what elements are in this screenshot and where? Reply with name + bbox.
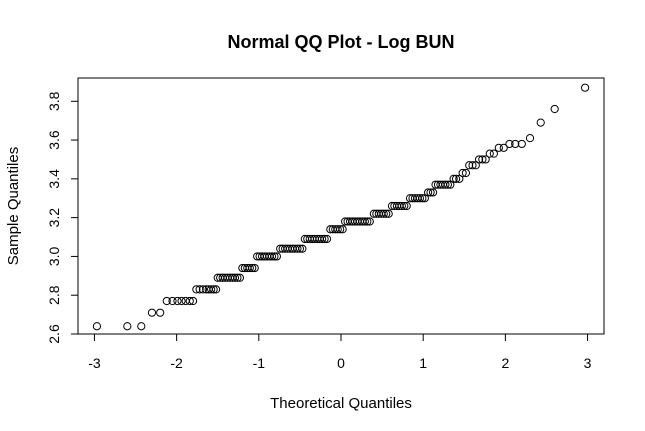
data-point [211, 285, 221, 294]
data-point [424, 188, 433, 197]
data-point [525, 134, 535, 143]
y-tick-label: 3.0 [46, 246, 62, 266]
data-point [441, 180, 450, 189]
data-point [233, 273, 242, 282]
data-point [474, 155, 484, 164]
plot-frame [77, 77, 605, 335]
data-point [485, 149, 494, 158]
data-point [499, 143, 508, 152]
data-point [468, 161, 477, 170]
data-point [207, 285, 216, 294]
data-point [481, 155, 490, 164]
data-point [365, 217, 374, 226]
data-point [489, 149, 498, 158]
data-point [536, 118, 545, 127]
data-point [338, 225, 347, 234]
data-point [400, 201, 409, 211]
x-tick-label: -1 [253, 355, 266, 371]
x-tick-label: 0 [337, 355, 345, 371]
data-point [336, 225, 345, 234]
data-point [137, 322, 146, 331]
data-point [426, 188, 435, 197]
data-point [418, 194, 427, 203]
data-point [384, 209, 393, 218]
data-point [322, 234, 332, 244]
data-point [270, 252, 279, 261]
data-point [235, 273, 245, 282]
data-point [511, 139, 520, 149]
data-point [267, 252, 277, 261]
data-point [550, 104, 559, 114]
data-point [363, 217, 372, 226]
data-point [397, 201, 406, 211]
x-tick-label: -3 [88, 355, 101, 371]
data-point [580, 83, 590, 92]
data-point [162, 296, 171, 306]
x-axis-label: Theoretical Quantiles [270, 395, 412, 412]
x-axis: -3 -2 -1 0 1 2 3 [88, 333, 592, 371]
data-point [449, 174, 458, 183]
data-point [478, 155, 487, 164]
data-point [250, 263, 259, 273]
data-point [168, 296, 177, 306]
data-point [298, 244, 307, 253]
data-point [230, 273, 240, 282]
data-point [517, 139, 526, 149]
data-point [245, 263, 254, 273]
data-point [465, 161, 474, 170]
data-point [320, 234, 329, 244]
y-tick-label: 3.4 [46, 169, 62, 189]
chart-title: Normal QQ Plot - Log BUN [228, 32, 455, 52]
y-tick-label: 2.6 [46, 324, 62, 344]
y-tick-label: 3.6 [46, 130, 62, 150]
x-tick-label: 3 [584, 355, 592, 371]
data-point [317, 234, 327, 244]
data-point [177, 296, 186, 306]
data-point [293, 244, 302, 253]
data-point [295, 244, 305, 253]
data-point [181, 296, 190, 306]
data-point [461, 168, 471, 178]
y-axis: 2.6 2.8 3.0 3.2 3.4 3.6 3.8 [46, 91, 79, 344]
data-point [333, 225, 342, 234]
data-point [185, 296, 194, 306]
data-point [248, 263, 257, 273]
data-point [443, 180, 452, 189]
data-point [156, 308, 165, 317]
data-point [92, 322, 102, 331]
data-point [379, 209, 388, 218]
y-tick-label: 3.2 [46, 208, 62, 228]
data-point [451, 174, 461, 183]
data-point [382, 209, 391, 218]
data-points [92, 83, 590, 331]
data-point [198, 285, 208, 294]
x-tick-label: 1 [419, 355, 427, 371]
data-point [402, 201, 411, 211]
data-point [458, 168, 467, 178]
y-tick-label: 2.8 [46, 285, 62, 305]
data-point [195, 285, 204, 294]
x-tick-label: 2 [501, 355, 509, 371]
data-point [123, 322, 132, 331]
data-point [505, 139, 514, 149]
y-tick-label: 3.8 [46, 91, 62, 111]
data-point [360, 217, 369, 226]
data-point [173, 296, 182, 306]
data-point [188, 296, 198, 306]
data-point [494, 143, 503, 152]
data-point [209, 285, 218, 294]
data-point [415, 194, 424, 203]
data-point [192, 285, 201, 294]
data-point [147, 308, 157, 317]
x-tick-label: -2 [170, 355, 183, 371]
data-point [272, 252, 281, 261]
data-point [428, 188, 438, 197]
y-axis-label: Sample Quantiles [5, 147, 22, 265]
